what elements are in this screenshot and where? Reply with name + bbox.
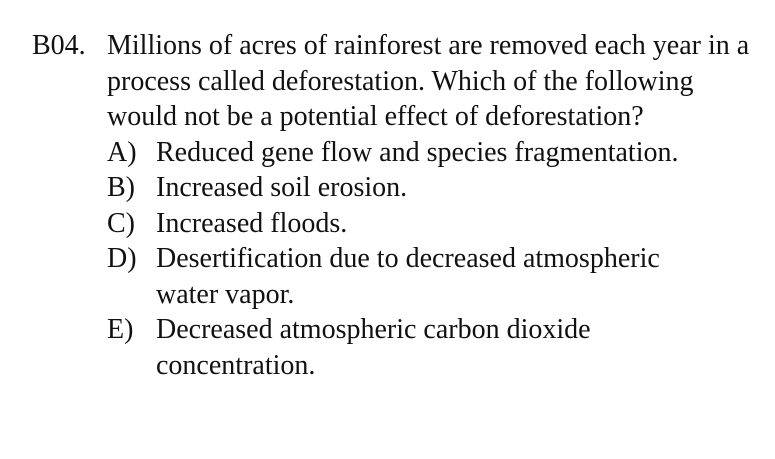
option-text: Increased floods.: [156, 207, 348, 239]
option-a: A) Reduced gene flow and species fragmen…: [107, 135, 762, 171]
option-text: Decreased atmospheric carbon dioxide con…: [156, 314, 591, 381]
option-letter: B): [107, 172, 135, 203]
option-text: Desertification due to decreased atmosph…: [156, 243, 660, 310]
question-number: B04.: [32, 30, 86, 61]
option-letter: D): [107, 243, 137, 274]
question-block: B04. Millions of acres of rainforest are…: [32, 28, 762, 383]
option-b: B) Increased soil erosion.: [107, 170, 762, 206]
option-letter: A): [107, 136, 137, 168]
option-text: Reduced gene flow and species fragmentat…: [156, 136, 679, 168]
question-header: B04. Millions of acres of rainforest are…: [32, 28, 762, 135]
option-c: C) Increased floods.: [107, 206, 762, 242]
option-e: E) Decreased atmospheric carbon dioxide …: [107, 312, 762, 383]
answer-options: A) Reduced gene flow and species fragmen…: [107, 135, 762, 384]
question-stem: Millions of acres of rainforest are remo…: [107, 30, 750, 132]
option-d: D) Desertification due to decreased atmo…: [107, 241, 762, 312]
option-letter: C): [107, 207, 135, 239]
option-letter: E): [107, 314, 134, 345]
option-text: Increased soil erosion.: [156, 172, 408, 203]
